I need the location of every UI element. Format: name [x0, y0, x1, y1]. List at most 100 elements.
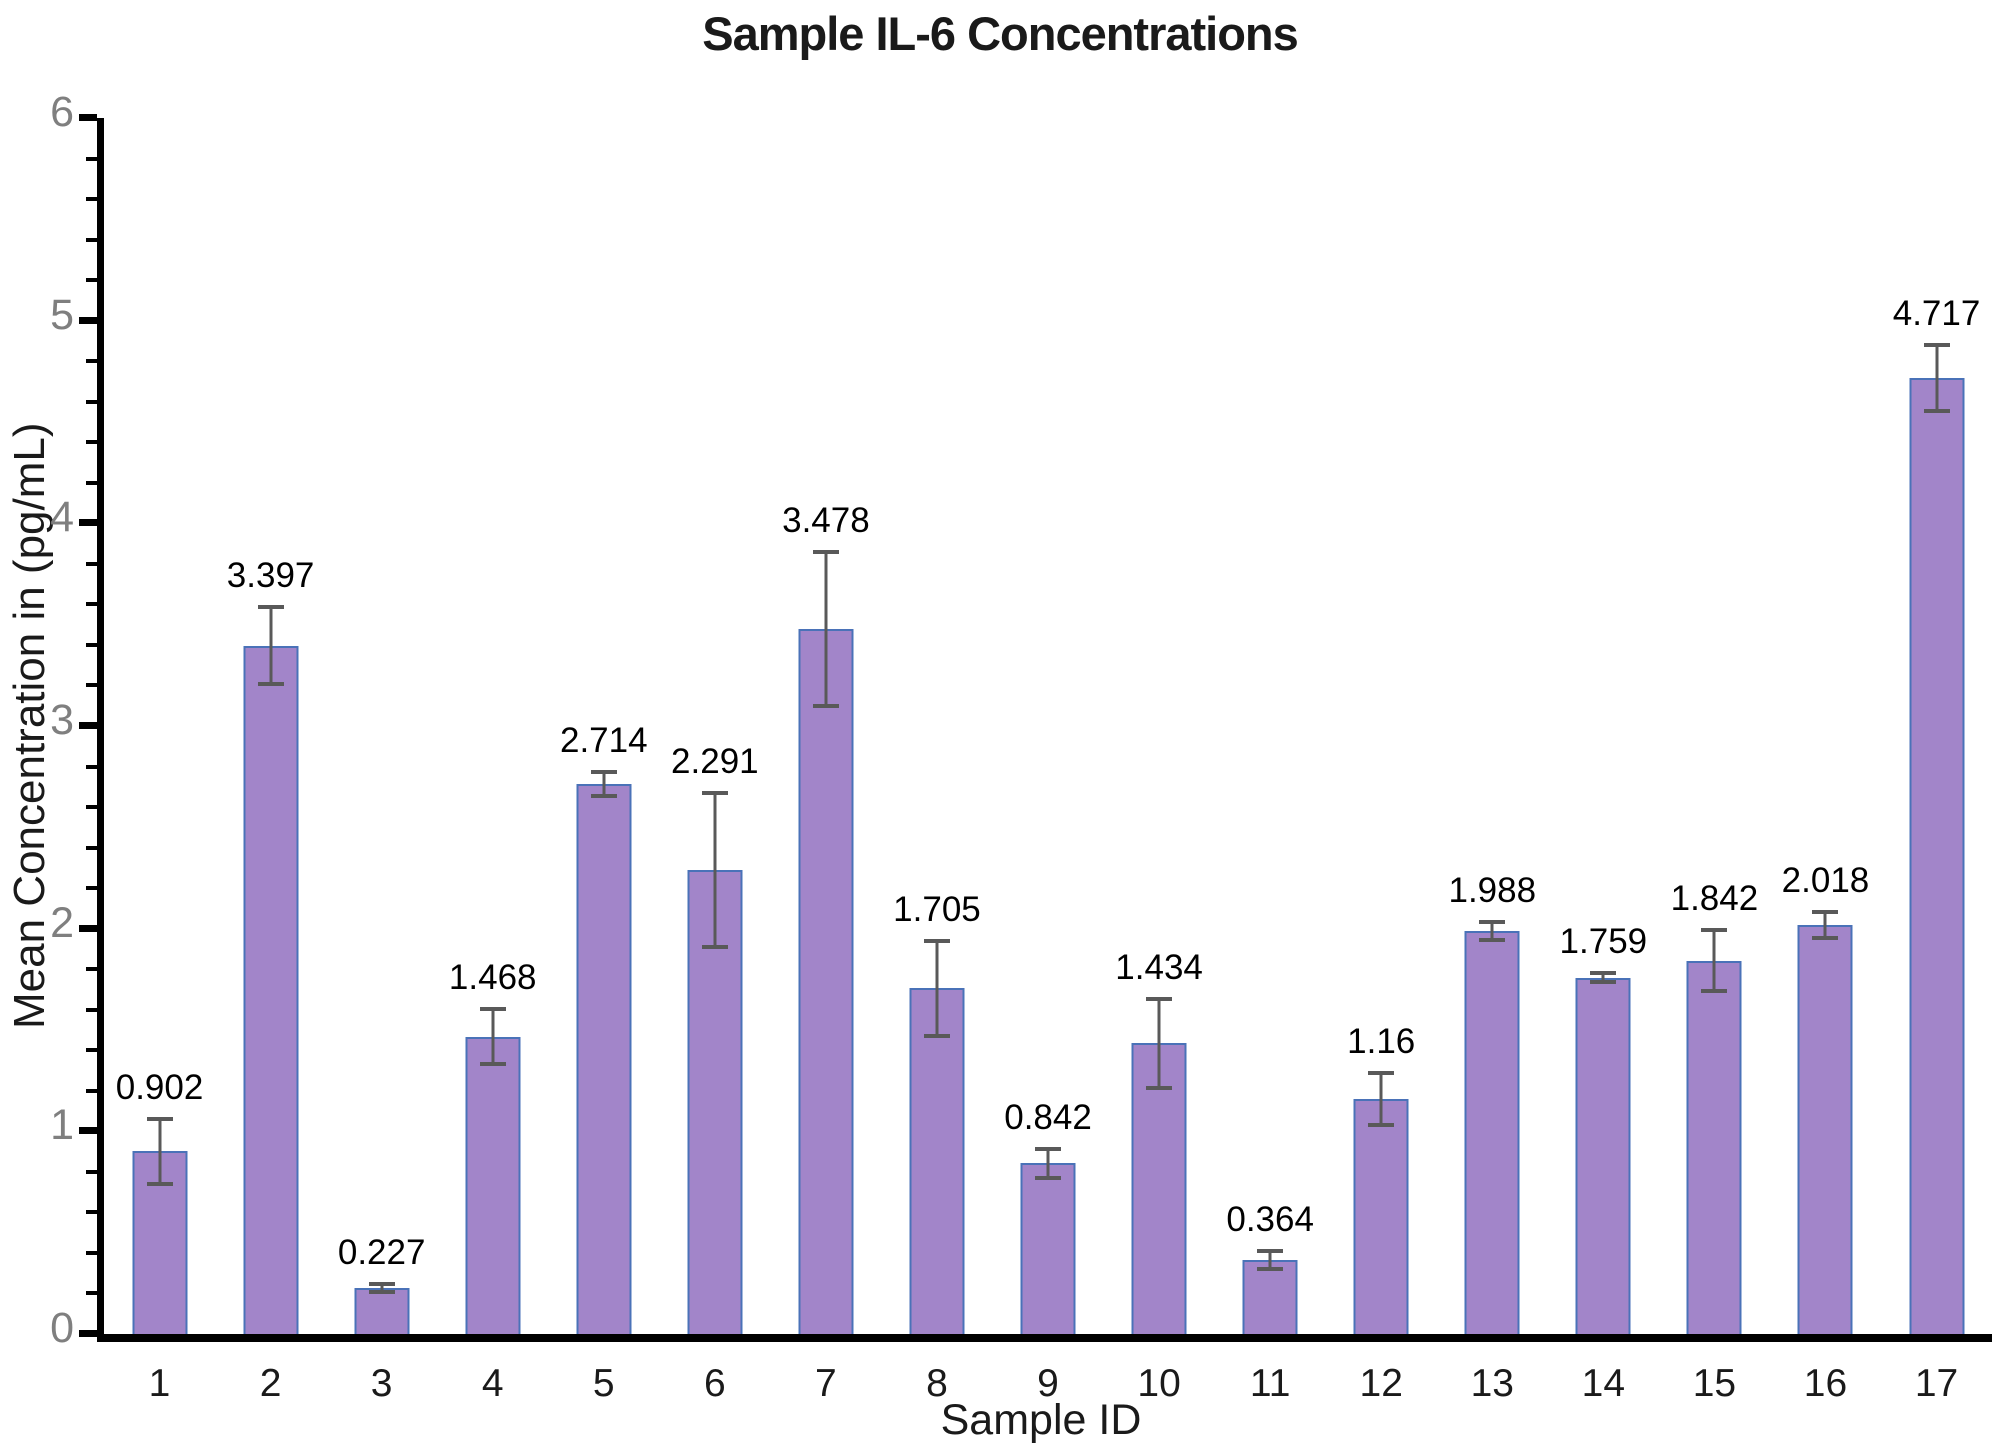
y-tick-label: 3: [50, 696, 74, 744]
error-bar-top-cap: [1812, 909, 1839, 914]
y-axis-minor-tick: [86, 764, 97, 769]
error-bar-line: [824, 552, 828, 707]
error-bar-bottom-cap: [812, 704, 839, 709]
error-bar-top-cap: [923, 938, 950, 943]
bar-value-label: 0.902: [115, 1067, 204, 1107]
error-bar-line: [269, 607, 273, 685]
bar: [1909, 378, 1965, 1334]
y-axis-minor-tick: [86, 845, 97, 850]
bar-group: 1.434 10: [1104, 118, 1215, 1403]
y-tick-label: 1: [50, 1101, 74, 1150]
error-bar-line: [1268, 1251, 1272, 1270]
bar: [465, 1036, 521, 1334]
error-bar-top-cap: [1701, 928, 1728, 933]
error-bar-top-cap: [590, 769, 617, 774]
bar-value-label: 0.364: [1226, 1200, 1314, 1240]
error-bar-line: [380, 1283, 384, 1293]
x-tick-label: 7: [815, 1362, 837, 1405]
y-axis-minor-tick: [86, 642, 97, 647]
y-axis-minor-tick: [86, 602, 97, 607]
bar-group: 1.16 12: [1326, 118, 1437, 1403]
y-tick-label: 0: [50, 1304, 74, 1352]
y-axis-minor-tick: [86, 886, 97, 891]
y-tick-label: 5: [50, 290, 74, 339]
x-tick-label: 9: [1037, 1362, 1059, 1405]
y-axis-minor-tick: [86, 561, 97, 566]
x-tick-label: 8: [926, 1362, 948, 1405]
bar-group: 1.759 14: [1548, 118, 1659, 1403]
x-tick-label: 6: [703, 1362, 726, 1405]
bar-group: 0.364 11: [1215, 118, 1326, 1403]
y-axis-minor-tick: [86, 1169, 97, 1174]
bar-group: 1.842 15: [1659, 118, 1770, 1403]
y-axis-minor-tick: [86, 197, 97, 202]
x-tick-label: 3: [370, 1362, 393, 1405]
bar-group: 0.842 9: [993, 118, 1104, 1403]
bar: [1686, 960, 1742, 1334]
bar-group: 3.397 2: [215, 118, 326, 1403]
x-tick-label: 13: [1470, 1362, 1514, 1405]
error-bar-line: [1379, 1072, 1383, 1126]
y-axis-major-tick: [79, 1330, 97, 1337]
error-bar-line: [1601, 973, 1605, 982]
error-bar-bottom-cap: [701, 944, 728, 949]
error-bar-bottom-cap: [1479, 938, 1506, 943]
error-bar-top-cap: [1257, 1249, 1284, 1254]
plot-area: 0.902 1 3.397 2 0.227 3 1.468 4 2.714 5: [50, 91, 1992, 1403]
bar: [576, 783, 632, 1334]
y-axis-minor-tick: [86, 440, 97, 445]
bar-value-label: 1.468: [448, 958, 537, 998]
y-tick-label: 6: [50, 88, 74, 136]
error-bar-bottom-cap: [146, 1181, 173, 1186]
error-bar-top-cap: [1146, 996, 1173, 1001]
bar-value-label: 2.291: [671, 741, 759, 781]
bar-value-label: 1.434: [1115, 947, 1203, 987]
x-tick-label: 4: [481, 1362, 504, 1405]
error-bar-top-cap: [1923, 342, 1950, 347]
error-bar-bottom-cap: [1035, 1175, 1062, 1180]
error-bar-bottom-cap: [1146, 1085, 1173, 1090]
error-bar-line: [158, 1118, 162, 1184]
y-axis-minor-tick: [86, 1088, 97, 1093]
x-tick-label: 11: [1249, 1362, 1291, 1405]
bar-value-label: 1.705: [893, 889, 981, 929]
bar-value-label: 2.714: [559, 720, 648, 760]
bar-value-label: 3.478: [782, 501, 870, 541]
bar-value-label: 1.988: [1448, 870, 1537, 910]
bar: [354, 1288, 410, 1334]
bar-group: 3.478 7: [770, 118, 881, 1403]
bar-value-label: 0.227: [337, 1232, 426, 1272]
y-tick-label: 2: [50, 898, 74, 947]
y-axis-minor-tick: [86, 399, 97, 404]
y-axis-minor-tick: [86, 967, 97, 972]
bar: [1353, 1098, 1409, 1334]
bar: [1797, 925, 1853, 1334]
bar-group: 2.291 6: [659, 118, 770, 1403]
y-axis-minor-tick: [86, 1007, 97, 1012]
bar-value-label: 0.842: [1004, 1098, 1092, 1138]
error-bar-bottom-cap: [479, 1061, 506, 1066]
error-bar-line: [935, 940, 939, 1037]
bar-value-label: 1.759: [1559, 922, 1648, 962]
bar-group: 0.227 3: [326, 118, 437, 1403]
y-tick-label: 4: [50, 493, 74, 542]
error-bar-bottom-cap: [1812, 936, 1839, 941]
y-axis-minor-tick: [86, 1210, 97, 1215]
error-bar-bottom-cap: [923, 1034, 950, 1039]
y-axis-minor-tick: [86, 359, 97, 364]
bar: [909, 988, 965, 1334]
error-bar-line: [491, 1009, 495, 1064]
error-bar-bottom-cap: [1701, 989, 1728, 994]
bar-value-label: 1.842: [1670, 879, 1759, 919]
bar: [798, 629, 854, 1334]
error-bar-bottom-cap: [590, 794, 617, 799]
error-bar-bottom-cap: [1368, 1123, 1395, 1128]
bar: [1131, 1043, 1187, 1334]
error-bar-line: [1046, 1149, 1050, 1178]
error-bar-line: [713, 792, 717, 947]
x-tick-label: 14: [1581, 1362, 1626, 1405]
x-tick-label: 12: [1359, 1362, 1403, 1405]
error-bar-bottom-cap: [1257, 1267, 1284, 1272]
bar-group: 4.717 17: [1881, 118, 1992, 1403]
error-bar-top-cap: [479, 1007, 506, 1012]
